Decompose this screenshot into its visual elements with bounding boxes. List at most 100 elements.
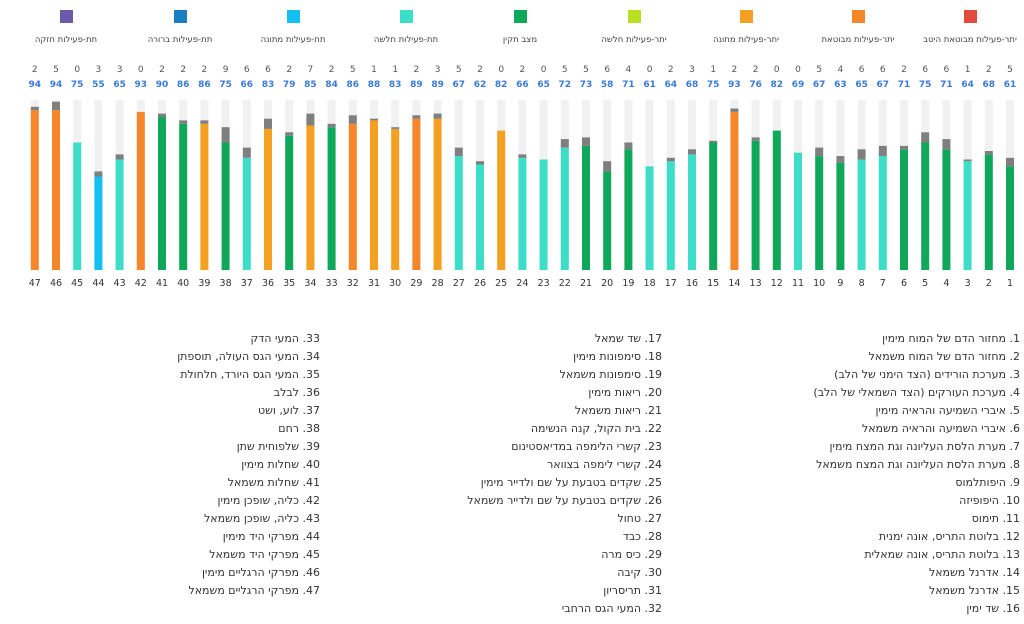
top-value-label: 6: [859, 65, 865, 75]
category-label: 18: [644, 278, 656, 289]
category-label: 27: [453, 278, 465, 289]
top-value-label: 2: [732, 65, 738, 75]
bar: [539, 159, 548, 270]
bar: [730, 111, 739, 271]
bar: [688, 154, 696, 270]
top-value-label: 0: [498, 65, 504, 75]
category-label: 32: [347, 278, 359, 289]
value-label: 65: [855, 80, 868, 90]
top-value-label: 2: [901, 65, 907, 75]
bar: [158, 117, 166, 270]
top-value-label: 2: [180, 65, 186, 75]
legend-label: תת-פעילות חזקה: [34, 35, 98, 45]
bar-cap: [454, 147, 463, 157]
list-item: 14. אדרנל משמאל: [928, 566, 1020, 579]
bar: [454, 156, 463, 270]
top-value-label: 2: [32, 65, 38, 75]
list-item: 31. תריסריון: [603, 584, 662, 597]
bar-cap: [306, 113, 315, 126]
green-square-icon: [513, 10, 527, 23]
top-value-label: 2: [520, 65, 526, 75]
category-label: 8: [859, 278, 865, 289]
category-label: 34: [304, 278, 316, 289]
value-label: 72: [559, 80, 572, 90]
bar-cap: [242, 147, 251, 158]
bar: [857, 159, 866, 270]
top-value-label: 2: [477, 65, 483, 75]
list-item: 29. כיס מרה: [601, 548, 662, 561]
legend-item: יתר-פעילות מבוטאת היטב: [915, 10, 1024, 45]
value-label: 64: [665, 80, 678, 90]
legend-item: תת-פעילות מתונה: [238, 10, 348, 45]
bar: [30, 110, 39, 270]
value-label: 75: [707, 80, 720, 90]
category-label: 39: [198, 278, 210, 289]
category-label: 13: [750, 278, 762, 289]
top-value-label: 1: [710, 65, 716, 75]
value-label: 58: [601, 80, 614, 90]
blue-square-icon: [173, 10, 187, 23]
organ-list-column: 1. מחזור הדם של המוח מימין 2. מחזור הדם ש…: [690, 330, 1020, 618]
category-label: 47: [29, 278, 41, 289]
list-item: 4. מערכת העורקים (הצד השמאלי של הלב): [813, 386, 1020, 399]
value-label: 67: [453, 80, 466, 90]
top-value-label: 5: [562, 65, 568, 75]
bar: [264, 128, 272, 270]
bar: [52, 110, 60, 270]
list-item: 3. מערכת הורידים (הצד הימני של הלב): [834, 368, 1020, 381]
category-label: 10: [813, 278, 825, 289]
category-label: 2: [986, 278, 992, 289]
list-item: 19. סימפונות משמאל: [559, 368, 662, 381]
bar-cap: [878, 145, 887, 157]
list-item: 26. שקדים בטבעת על שם ולדייר משמאל: [467, 494, 662, 507]
top-value-label: 0: [74, 65, 80, 75]
bar: [136, 111, 145, 271]
category-label: 28: [432, 278, 444, 289]
category-label: 19: [622, 278, 634, 289]
bar-cap: [730, 108, 739, 112]
top-value-label: 6: [944, 65, 950, 75]
bar-cap: [327, 123, 336, 128]
list-item: 25. שקדים בטבעת על שם ולדייר מימין: [480, 476, 662, 489]
category-label: 35: [283, 278, 295, 289]
value-label: 79: [283, 80, 296, 90]
list-item: 41. שחלות משמאל: [227, 476, 320, 489]
top-value-label: 2: [159, 65, 165, 75]
category-label: 12: [771, 278, 783, 289]
list-item: 38. רחם: [278, 422, 320, 435]
legend-label: יתר-פעילות מבוטאת היטב: [923, 35, 1017, 45]
value-label: 86: [177, 80, 190, 90]
value-label: 61: [1004, 80, 1017, 90]
top-value-label: 6: [265, 65, 271, 75]
value-label: 82: [495, 80, 508, 90]
value-label: 75: [919, 80, 932, 90]
category-label: 6: [901, 278, 907, 289]
legend-item: תת-פעילות חזקה: [11, 10, 121, 45]
top-value-label: 1: [371, 65, 377, 75]
value-label: 75: [219, 80, 232, 90]
top-value-label: 5: [816, 65, 822, 75]
bar-cap: [836, 156, 845, 163]
bar-cap: [709, 140, 718, 143]
bar-cap: [603, 161, 612, 172]
top-value-label: 5: [456, 65, 462, 75]
amber-square-icon: [739, 10, 753, 23]
list-item: 13. בלוטת התריס, אונה שמאלית: [864, 548, 1020, 561]
bar: [624, 149, 633, 270]
bar-cap: [666, 157, 675, 162]
bar: [900, 149, 908, 270]
value-label: 65: [113, 80, 126, 90]
list-item: 20. ריאות מימין: [588, 386, 662, 399]
bar-cap: [264, 118, 272, 129]
bar-cap: [518, 154, 527, 158]
category-label: 33: [326, 278, 338, 289]
bar: [666, 161, 675, 270]
bar: [94, 176, 103, 270]
value-label: 89: [410, 80, 423, 90]
bar-cap: [370, 118, 378, 121]
top-value-label: 2: [202, 65, 208, 75]
turquoise-square-icon: [399, 10, 413, 23]
category-label: 31: [368, 278, 380, 289]
list-item: 1. מחזור הדם של המוח מימין: [882, 332, 1020, 345]
bar: [815, 156, 824, 270]
